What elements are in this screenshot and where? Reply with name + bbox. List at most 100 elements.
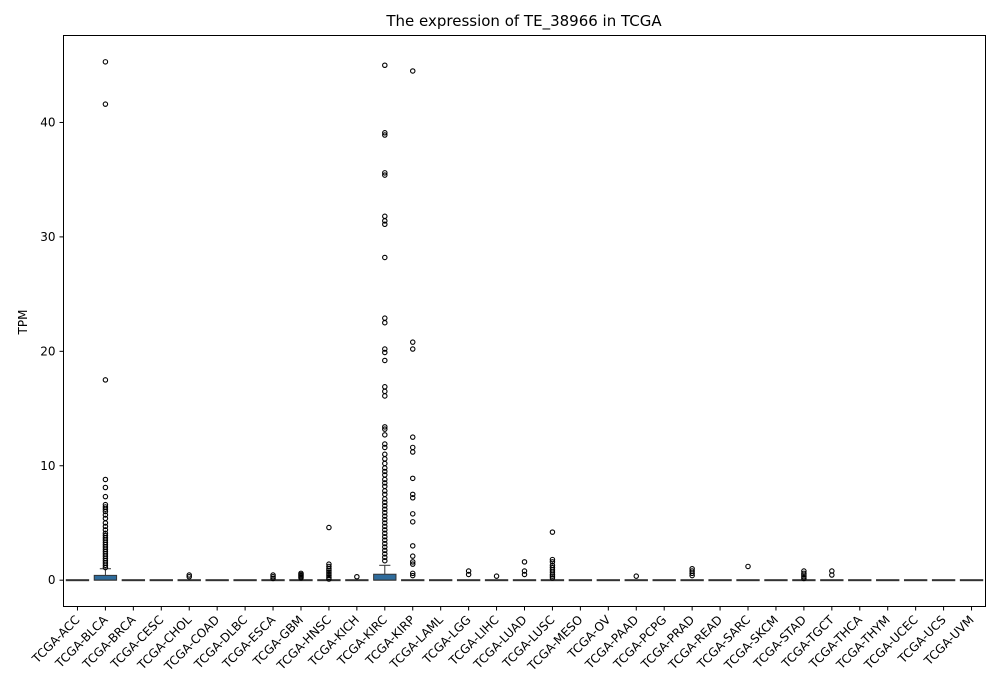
outlier-point [326, 524, 332, 531]
outlier-point [549, 559, 556, 565]
outlier-point [633, 573, 640, 579]
box-group [65, 579, 90, 582]
box-group [233, 579, 257, 582]
outlier-point [382, 523, 388, 530]
outlier-point [102, 506, 109, 512]
outlier-point [493, 573, 500, 579]
outlier-point [382, 444, 388, 451]
outlier-point [382, 557, 388, 564]
outlier-point [382, 349, 388, 356]
outlier-point [801, 572, 807, 578]
outlier-point [382, 547, 388, 554]
outlier-point [382, 540, 388, 547]
outlier-point [409, 346, 416, 352]
outlier-point [549, 573, 556, 579]
box-group [959, 579, 984, 582]
box-group [345, 573, 369, 582]
outlier-point [382, 503, 388, 509]
y-tick-label: 0 [48, 573, 56, 587]
outlier-point [689, 570, 695, 577]
box-group [652, 579, 676, 582]
box-group [205, 579, 229, 582]
outlier-point [382, 533, 388, 540]
outlier-point [270, 573, 276, 580]
box [373, 573, 397, 581]
outlier-point [326, 572, 332, 579]
outlier-point [382, 388, 388, 395]
box-group [289, 570, 313, 582]
outlier-point [382, 499, 388, 506]
x-axis: TCGA-ACCTCGA-BLCATCGA-BRCATCGA-CESCTCGA-… [29, 606, 977, 674]
y-tick-label: 20 [40, 344, 55, 358]
box-group [177, 572, 201, 582]
outlier-point [382, 221, 388, 228]
outlier-point [382, 441, 388, 447]
outlier-point [382, 62, 388, 69]
plot-marks [65, 59, 984, 582]
outlier-point [382, 432, 388, 438]
box-group [401, 68, 425, 582]
outlier-point [382, 357, 388, 364]
box-group [764, 579, 788, 582]
outlier-point [382, 496, 388, 502]
box-group [540, 529, 565, 582]
outlier-point [549, 529, 556, 535]
outlier-point [382, 254, 388, 261]
outlier-point [382, 480, 388, 486]
outlier-point [409, 572, 416, 579]
outlier-point [409, 559, 416, 565]
box-group [820, 568, 844, 582]
box-group [596, 579, 620, 582]
outlier-point [689, 572, 695, 579]
box-group [317, 524, 341, 582]
box-group [93, 59, 118, 581]
outlier-point [382, 130, 388, 136]
outlier-point [102, 493, 109, 500]
box-group [680, 565, 704, 582]
outlier-point [382, 527, 388, 533]
outlier-point [745, 563, 751, 570]
chart-title: The expression of TE_38966 in TCGA [385, 12, 662, 31]
outlier-point [409, 495, 416, 501]
outlier-point [382, 172, 388, 178]
box-group [373, 62, 397, 581]
outlier-point [801, 573, 807, 580]
outlier-point [409, 561, 416, 567]
outlier-point [382, 426, 388, 432]
box-group [736, 563, 760, 582]
outlier-point [409, 434, 416, 440]
outlier-point [102, 512, 109, 518]
outlier-point [409, 570, 416, 577]
outlier-point [521, 571, 528, 578]
box-group [708, 579, 732, 582]
outlier-point [521, 559, 528, 565]
outlier-point [409, 444, 416, 451]
outlier-point [409, 543, 416, 549]
outlier-point [382, 315, 388, 321]
outlier-point [382, 530, 388, 537]
outlier-point [326, 569, 332, 575]
outlier-point [549, 571, 556, 578]
outlier-point [102, 59, 109, 65]
outlier-point [382, 506, 388, 512]
outlier-point [409, 339, 416, 345]
box-group [568, 579, 593, 582]
outlier-point [382, 544, 388, 550]
outlier-point [382, 460, 388, 467]
outlier-point [382, 509, 388, 516]
box-group [429, 579, 453, 582]
outlier-point [382, 346, 388, 352]
outlier-point [382, 551, 388, 557]
outlier-point [102, 527, 109, 533]
outlier-point [382, 537, 388, 543]
outlier-point [102, 523, 109, 530]
outlier-point [102, 377, 109, 383]
outlier-point [382, 170, 388, 176]
outlier-point [801, 575, 807, 582]
box-group [456, 568, 481, 582]
outlier-point [382, 554, 388, 561]
outlier-point [382, 488, 388, 494]
outlier-point [409, 475, 416, 482]
outlier-point [465, 568, 472, 574]
